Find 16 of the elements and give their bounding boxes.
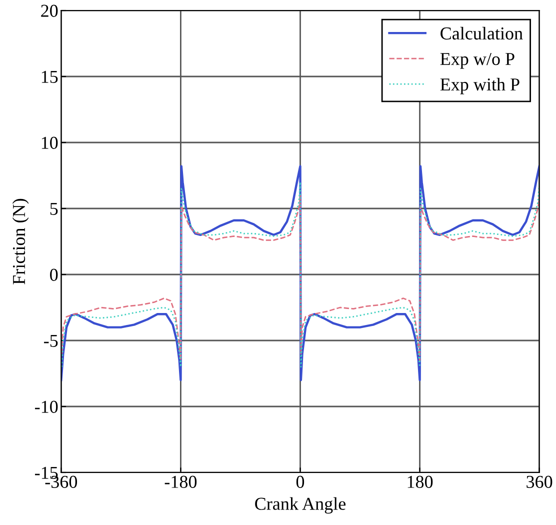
y-tick-label: 5 (50, 202, 58, 215)
x-tick-label: 180 (408, 476, 433, 488)
legend-label: Exp w/o P (440, 53, 514, 69)
y-tick-label: -10 (34, 400, 58, 413)
y-tick-label: 20 (41, 4, 58, 17)
y-tick-label: 0 (50, 268, 58, 281)
x-tick-label: 360 (526, 476, 552, 488)
x-tick-label: -180 (164, 476, 197, 488)
legend-label: Calculation (440, 26, 523, 40)
y-tick-label: -5 (44, 334, 58, 347)
legend-label: Exp with P (440, 78, 520, 94)
y-axis-title: Friction (N) (12, 198, 29, 284)
x-tick-label: 0 (296, 476, 304, 488)
y-tick-label: 10 (42, 136, 58, 149)
y-tick-label: 15 (42, 70, 58, 83)
x-axis-title: Crank Angle (255, 497, 346, 514)
